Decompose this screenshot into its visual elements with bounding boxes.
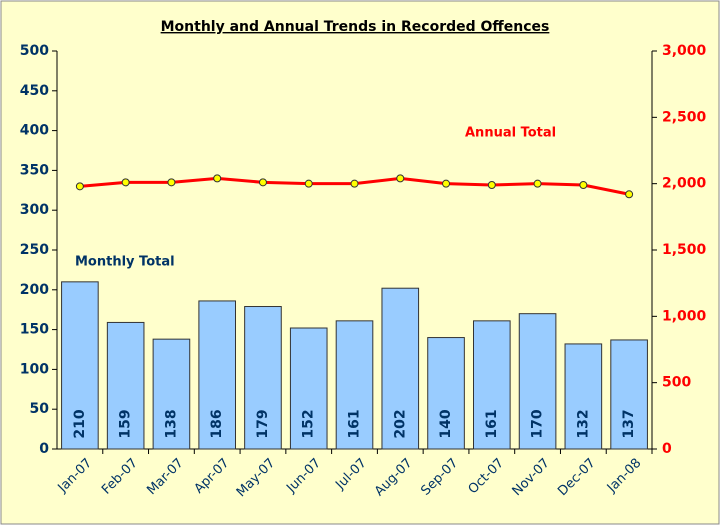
bar-value-label: 186 [209,409,225,438]
line-marker [487,180,496,189]
bar-value-label: 138 [163,409,179,438]
y-tick-label: 300 [20,202,49,218]
bar [564,343,603,450]
chart-title: Monthly and Annual Trends in Recorded Of… [161,19,550,35]
bar-value-label: 159 [118,409,134,438]
bar [381,287,420,450]
bar [198,300,236,450]
y-tick-label: 100 [20,361,49,377]
bar-value-label: 170 [530,409,546,438]
bar [427,337,465,450]
line-marker [350,179,359,188]
bar [152,338,191,450]
bar [61,281,99,450]
line-marker [625,190,634,199]
line-marker [442,179,451,188]
bar-value-label: 132 [575,409,591,438]
line-marker [213,174,222,183]
bar-value-label: 161 [484,409,500,438]
y-tick-label: 50 [30,401,50,417]
bar-value-label: 140 [438,409,454,438]
y-tick-label: 500 [20,43,49,59]
y2-tick-label: 500 [662,375,691,391]
bar-value-label: 179 [255,409,271,438]
y-tick-label: 350 [20,162,49,178]
y-tick-label: 250 [20,242,49,258]
line-marker [579,180,588,189]
y2-tick-label: 2,500 [662,109,707,125]
line-marker [304,179,313,188]
line-marker [121,178,130,187]
y2-tick-label: 1,000 [662,308,707,324]
bar [610,339,648,450]
bar-value-label: 161 [347,409,363,438]
bar [335,320,374,450]
y2-tick-label: 1,500 [662,242,707,258]
y-tick-label: 150 [20,322,49,338]
y2-tick-label: 0 [662,441,672,457]
bar [106,321,145,450]
line-marker [396,174,405,183]
y-tick-label: 200 [20,282,49,298]
bar [244,306,282,450]
bar-value-label: 137 [621,409,637,438]
bar-value-label: 202 [392,409,408,438]
bar [518,313,557,450]
series-label: Annual Total [465,126,556,141]
y-tick-label: 400 [20,123,49,139]
line-marker [258,178,267,187]
y-tick-label: 0 [39,441,49,457]
bar [473,320,511,450]
y2-tick-label: 2,000 [662,176,707,192]
y-tick-label: 450 [20,83,49,99]
series-label: Monthly Total [75,255,175,270]
line-marker [75,182,84,191]
line-marker [167,178,176,187]
bar-value-label: 152 [301,409,317,438]
line-marker [533,179,542,188]
bar-value-label: 210 [72,409,88,438]
y2-tick-label: 3,000 [662,43,707,59]
bar [289,327,328,450]
